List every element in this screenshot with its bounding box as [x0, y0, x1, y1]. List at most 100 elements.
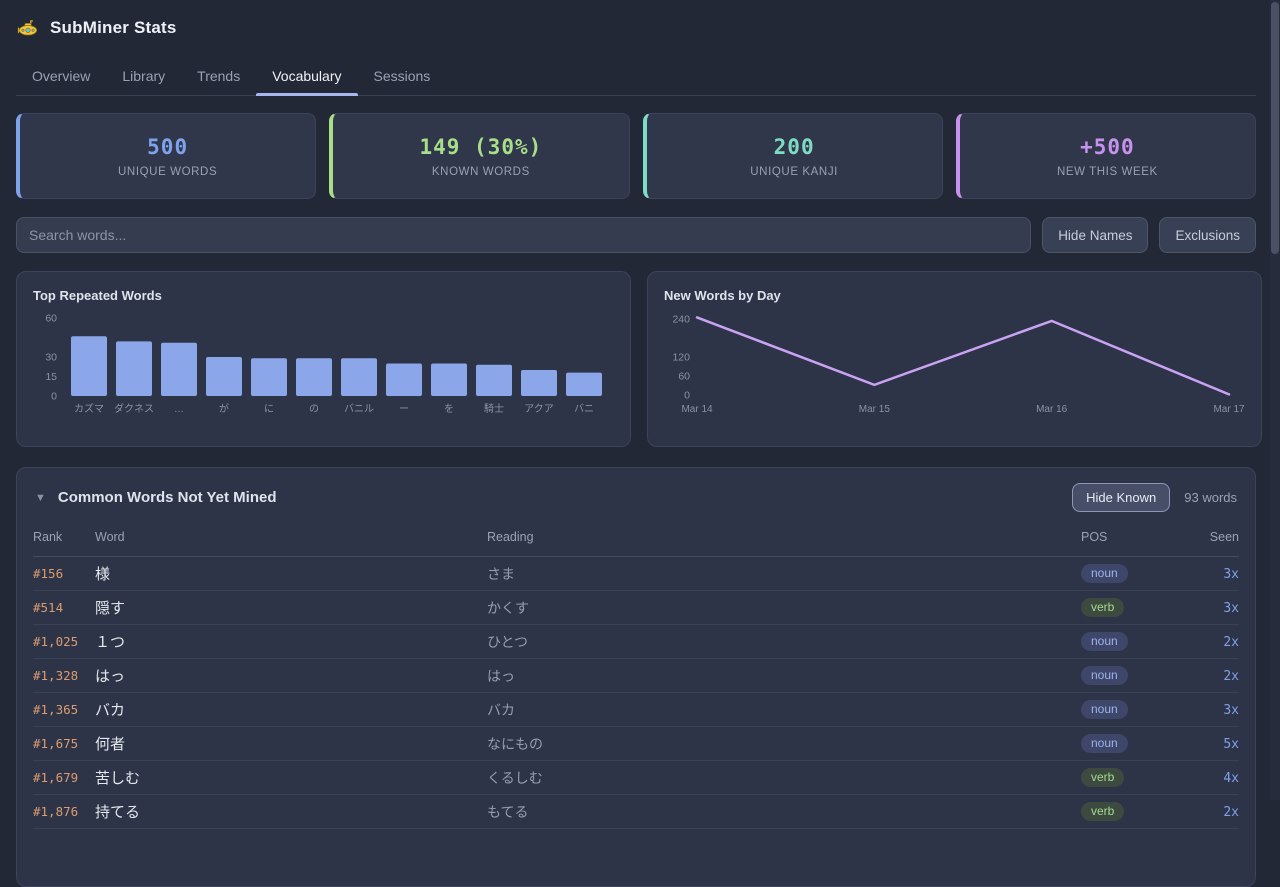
word-reading: くるしむ	[487, 769, 543, 786]
stat-card-new-this-week: +500 NEW THIS WEEK	[955, 113, 1256, 199]
seen-count: 2x	[1201, 803, 1239, 821]
word-rank: #1,025	[33, 633, 79, 649]
section-title: Common Words Not Yet Mined	[57, 489, 277, 506]
svg-text:Mar 17: Mar 17	[1213, 404, 1245, 415]
word-reading: さま	[487, 564, 1081, 584]
search-input[interactable]	[16, 217, 1032, 253]
pos-badge: noun	[1081, 700, 1128, 719]
word-pos-cell: noun	[1081, 632, 1201, 651]
table-row[interactable]: #1,876 持てる もてる verb 2x	[33, 795, 1239, 829]
word-rank: #156	[33, 565, 95, 583]
stat-card-unique-words: 500 UNIQUE WORDS	[16, 113, 317, 199]
chart-title: New Words by Day	[664, 288, 781, 303]
word-text: はっ	[95, 665, 487, 686]
word-pos-cell: noun	[1081, 666, 1201, 685]
table-row[interactable]: #1,025 １つ ひとつ noun 2x	[33, 625, 1239, 659]
hide-names-button[interactable]: Hide Names	[1042, 217, 1149, 253]
pos-badge: verb	[1081, 768, 1125, 787]
table-row[interactable]: #156 様 さま noun 3x	[33, 557, 1239, 591]
seen-count: 2x	[1223, 668, 1239, 684]
svg-text:カズマ: カズマ	[74, 402, 104, 415]
word-rank: #1,328	[33, 667, 79, 683]
word-pos-cell: verb	[1081, 598, 1201, 617]
word-rank: #1,675	[33, 735, 79, 751]
word-pos-cell: verb	[1081, 802, 1201, 821]
word-reading: バカ	[487, 700, 1081, 720]
top-repeated-words-chart: Top Repeated Words 0 15 30 60 カズマ ダクネス … が に の バニル…	[16, 271, 631, 447]
stat-card-unique-kanji: 200 UNIQUE KANJI	[642, 113, 943, 199]
new-words-by-day-chart: New Words by Day 0 60 120 240 Mar 14 Mar 15 Ma…	[647, 271, 1262, 447]
charts-row: Top Repeated Words 0 15 30 60 カズマ ダクネス … が に の バニル…	[16, 271, 1262, 447]
line-chart: 0 60 120 240 Mar 14 Mar 15 Mar 16 Mar 17	[672, 314, 1245, 416]
word-reading: はっ	[487, 666, 1081, 686]
svg-text:60: 60	[45, 313, 57, 325]
stat-card-known-words: 149 (30%) KNOWN WORDS	[329, 113, 630, 199]
word-text: 隠す	[95, 600, 126, 617]
stat-value: 500	[147, 134, 189, 159]
word-reading: なにもの	[487, 735, 543, 752]
tab-vocabulary[interactable]: Vocabulary	[256, 56, 358, 96]
word-text: 何者	[95, 733, 487, 754]
pos-badge: verb	[1081, 598, 1125, 617]
word-rank: #1,679	[33, 769, 95, 787]
scrollbar-track[interactable]	[1270, 0, 1280, 800]
word-text: 持てる	[95, 804, 141, 821]
column-header-rank: Rank	[33, 530, 63, 544]
word-rank: #1,365	[33, 701, 79, 717]
scrollbar-thumb[interactable]	[1271, 2, 1279, 254]
section-actions: Hide Known 93 words	[1072, 483, 1237, 512]
svg-text:バニ: バニ	[574, 403, 594, 415]
hide-known-button[interactable]: Hide Known	[1072, 483, 1171, 512]
tab-trends[interactable]: Trends	[197, 67, 241, 84]
seen-count: 3x	[1223, 702, 1239, 718]
word-pos-cell: noun	[1081, 564, 1201, 583]
table-body: #156 様 さま noun 3x #514 隠す かくす verb 3x #1,025 １つ ひとつ n…	[33, 557, 1239, 829]
table-row[interactable]: #1,328 はっ はっ noun 2x	[33, 659, 1239, 693]
word-rank: #1,876	[33, 803, 79, 819]
tab-sessions[interactable]: Sessions	[373, 67, 431, 84]
word-count-label: 93 words	[1184, 490, 1237, 505]
word-reading: もてる	[487, 803, 529, 820]
tab-overview[interactable]: Overview	[32, 67, 91, 84]
table-row[interactable]: #1,675 何者 なにもの noun 5x	[33, 727, 1239, 761]
exclusions-button[interactable]: Exclusions	[1159, 217, 1256, 253]
app-header: SubMiner Stats	[16, 14, 1256, 42]
word-reading: さま	[487, 565, 515, 582]
svg-text:騎士: 騎士	[484, 402, 504, 415]
page-title: SubMiner Stats	[50, 18, 177, 37]
svg-text:240: 240	[672, 314, 690, 326]
svg-text:30: 30	[45, 352, 57, 364]
word-reading: ひとつ	[487, 633, 529, 650]
stat-value: +500	[1080, 134, 1135, 159]
column-header-seen: Seen	[1209, 530, 1239, 544]
stat-label: UNIQUE KANJI	[750, 165, 838, 178]
table-row[interactable]: #1,679 苦しむ くるしむ verb 4x	[33, 761, 1239, 795]
word-pos-cell: noun	[1081, 700, 1201, 719]
svg-text:ダクネス: ダクネス	[114, 402, 154, 415]
collapse-triangle-icon[interactable]: ▼	[35, 491, 46, 504]
word-rank: #1,876	[33, 803, 95, 821]
word-rank: #1,679	[33, 769, 79, 785]
word-rank: #1,365	[33, 701, 95, 719]
svg-text:Mar 16: Mar 16	[1036, 404, 1068, 415]
word-text: 隠す	[95, 597, 487, 618]
table-row[interactable]: #514 隠す かくす verb 3x	[33, 591, 1239, 625]
word-reading: はっ	[487, 667, 515, 684]
column-header-word: Word	[95, 530, 125, 544]
seen-count: 2x	[1223, 634, 1239, 650]
table-row[interactable]: #1,365 バカ バカ noun 3x	[33, 693, 1239, 727]
seen-count: 3x	[1201, 599, 1239, 617]
tab-bar: Overview Library Trends Vocabulary Sessions	[16, 56, 1256, 96]
word-rank: #1,328	[33, 667, 95, 685]
word-reading: くるしむ	[487, 768, 1081, 788]
pos-badge: noun	[1081, 632, 1128, 651]
word-text: はっ	[95, 668, 126, 685]
seen-count: 4x	[1223, 770, 1239, 786]
seen-count: 5x	[1201, 735, 1239, 753]
svg-text:を: を	[444, 403, 454, 415]
svg-text:バニル: バニル	[344, 403, 374, 415]
word-pos-cell: noun	[1081, 734, 1201, 753]
tab-library[interactable]: Library	[122, 67, 166, 84]
common-words-section: ▼ Common Words Not Yet Mined Hide Known …	[16, 467, 1256, 887]
stat-value: 149 (30%)	[419, 134, 543, 159]
